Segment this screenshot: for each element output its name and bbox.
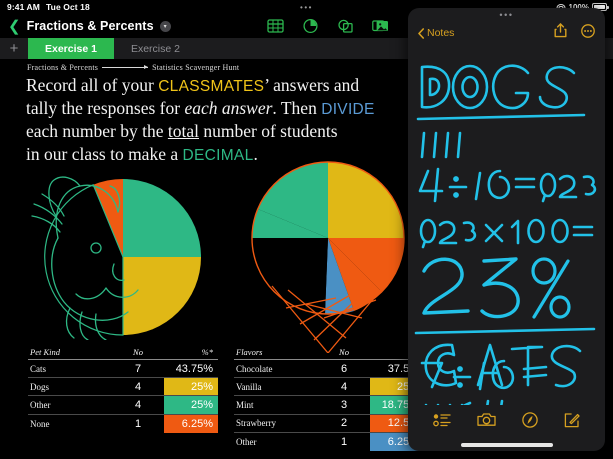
body-line-2: tally the responses for each answer. The… [26, 97, 406, 120]
cell-percent: 6.25% [164, 414, 218, 433]
body-text: each number by the [26, 121, 168, 142]
document-title: Fractions & Percents [26, 19, 154, 33]
cell-name: None [30, 418, 50, 429]
notes-header: Notes [408, 21, 605, 45]
camera-icon[interactable] [477, 412, 496, 432]
cell-count: 4 [134, 380, 142, 393]
table-row[interactable]: Chocolate 6 37.5% [234, 360, 424, 379]
body-text: ’ answers and [264, 75, 360, 95]
table-row[interactable]: Other 1 6.25% [234, 432, 424, 451]
back-button[interactable]: ❮ [8, 17, 21, 35]
insert-toolbar [267, 18, 613, 34]
table-row[interactable]: Cats 7 43.75% [28, 360, 218, 379]
body-text: Record all of your [26, 75, 159, 95]
body-text: number of students [199, 121, 338, 142]
slideover-grabber[interactable]: ••• [499, 9, 514, 20]
notes-slideover-panel[interactable]: ••• Notes [408, 8, 605, 451]
cell-name: Strawberry [236, 418, 276, 429]
slide-body-text: Record all of your CLASSMATES’ answers a… [26, 74, 406, 166]
checklist-icon[interactable] [433, 412, 451, 433]
more-circle-icon[interactable] [581, 23, 595, 43]
col-header-no: No [133, 346, 143, 357]
cell-count: 7 [134, 362, 142, 375]
highlight-divide: DIVIDE [321, 101, 375, 119]
chevron-left-icon [418, 27, 424, 39]
breadcrumb-arrow-icon [102, 65, 149, 69]
table-row[interactable]: Other 4 25% [28, 396, 218, 415]
cell-count: 1 [134, 417, 142, 430]
table-row[interactable]: Vanilla 4 25% [234, 378, 424, 397]
notes-back-button[interactable]: Notes [418, 27, 454, 39]
breadcrumb-to: Statistics Scavenger Hunt [152, 63, 240, 72]
highlight-decimal: DECIMAL [182, 147, 254, 165]
cell-count: 1 [340, 435, 348, 448]
table-header-row: Flavors No %* [234, 344, 424, 360]
cell-name: Chocolate [236, 363, 273, 374]
markup-pen-icon[interactable] [522, 411, 538, 433]
cell-percent: 25% [164, 378, 218, 396]
cell-count: 6 [340, 362, 348, 375]
body-line-3: each number by the total number of stude… [26, 120, 406, 143]
insert-chart-icon[interactable] [302, 18, 319, 34]
flavors-pie-chart[interactable] [228, 158, 433, 354]
cell-name: Mint [236, 399, 254, 410]
body-line-1: Record all of your CLASSMATES’ answers a… [26, 74, 406, 97]
body-text: tally the responses for [26, 98, 185, 119]
insert-media-icon[interactable] [372, 18, 389, 34]
cell-count: 4 [134, 398, 142, 411]
notes-bottom-toolbar [408, 405, 605, 439]
cell-name: Other [30, 399, 51, 410]
insert-table-icon[interactable] [267, 18, 284, 34]
home-indicator[interactable] [408, 439, 605, 451]
share-icon[interactable] [554, 23, 567, 43]
cell-percent: 43.75% [175, 362, 213, 375]
insert-shape-icon[interactable] [337, 18, 354, 34]
highlight-classmates: CLASSMATES [158, 78, 265, 95]
emphasis-each-answer: each answer [184, 98, 273, 119]
col-header-name: Pet Kind [30, 346, 60, 357]
body-text: . Then [272, 98, 322, 119]
notes-back-label: Notes [427, 27, 455, 39]
status-time: 9:41 AM [7, 2, 40, 12]
table-row[interactable]: Strawberry 2 12.5% [234, 414, 424, 433]
notes-handwriting-canvas[interactable] [408, 45, 605, 405]
col-header-pct: %* [201, 346, 213, 357]
col-header-name: Flavors [236, 346, 263, 357]
underline-total: total [167, 121, 199, 142]
cell-count: 4 [340, 380, 348, 393]
flavors-table[interactable]: Flavors No %* Chocolate 6 37.5% Vanilla … [234, 344, 424, 451]
pet-kind-pie-chart[interactable] [18, 160, 223, 341]
tab-exercise-1[interactable]: Exercise 1 [28, 38, 114, 59]
document-menu-chevron-icon[interactable]: ▾ [159, 20, 171, 32]
table-row[interactable]: None 1 6.25% [28, 414, 218, 433]
table-row[interactable]: Dogs 4 25% [28, 378, 218, 397]
table-row[interactable]: Mint 3 18.75% [234, 396, 424, 415]
breadcrumb-from: Fractions & Percents [27, 63, 99, 72]
cell-percent: 25% [164, 396, 218, 414]
cell-name: Vanilla [236, 381, 262, 392]
compose-icon[interactable] [564, 412, 580, 433]
cell-name: Dogs [30, 381, 50, 392]
body-text: in our class to make a [26, 144, 183, 165]
tab-exercise-2[interactable]: Exercise 2 [130, 42, 180, 55]
cell-count: 3 [340, 398, 348, 411]
notes-header-actions [554, 23, 595, 43]
breadcrumb: Fractions & Percents Statistics Scavenge… [27, 63, 239, 72]
multitask-handle-dots[interactable]: ••• [300, 2, 313, 12]
handwritten-note-ink-lower [420, 359, 548, 391]
battery-percent-label: 100% [568, 2, 589, 12]
status-date: Tue Oct 18 [45, 2, 90, 12]
add-slide-button[interactable]: + [9, 40, 19, 57]
cell-name: Cats [30, 363, 47, 374]
handwritten-note-ink [414, 64, 597, 405]
pet-kind-table[interactable]: Pet Kind No %* Cats 7 43.75% Dogs 4 25% … [28, 344, 218, 433]
table-header-row: Pet Kind No %* [28, 344, 218, 360]
body-text: . [253, 144, 258, 165]
body-line-4: in our class to make a DECIMAL. [26, 143, 406, 166]
cell-count: 2 [340, 417, 348, 430]
status-bar-left: 9:41 AM Tue Oct 18 [0, 2, 90, 12]
cell-name: Other [236, 436, 257, 447]
col-header-no: No [339, 346, 349, 357]
